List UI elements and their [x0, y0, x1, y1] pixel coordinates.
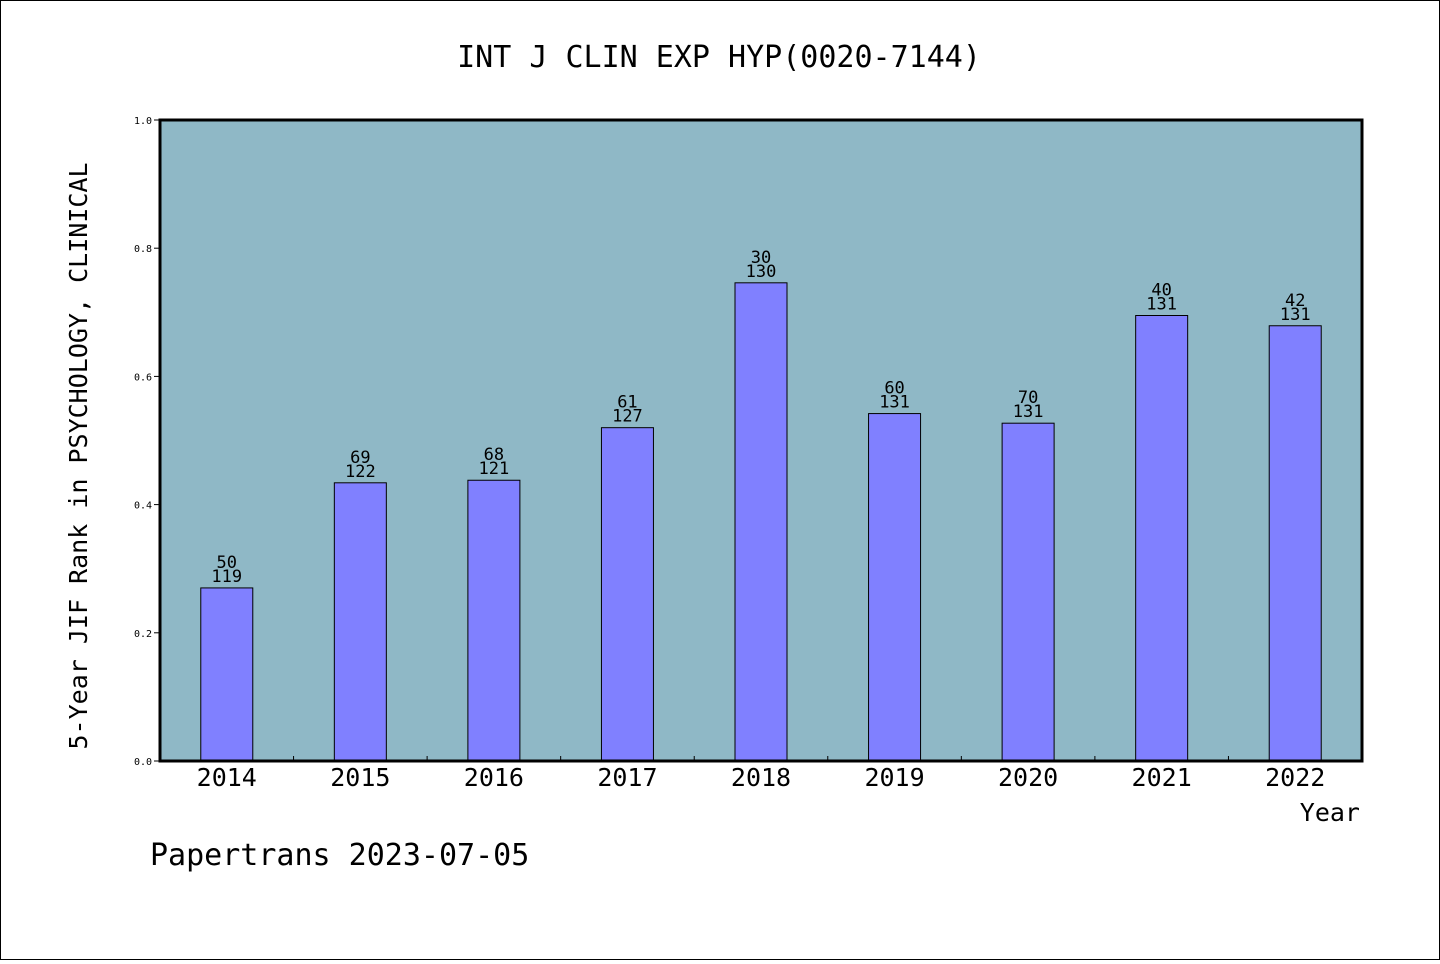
x-tick-label: 2021 — [1132, 763, 1192, 792]
x-tick-label: 2018 — [731, 763, 791, 792]
bar-rank-label: 40 — [1151, 281, 1171, 301]
y-tick-label: 0.4 — [134, 501, 152, 512]
bar-2017 — [600, 427, 654, 762]
y-tick-label: 0.6 — [134, 372, 152, 383]
bar-total-label: 121 — [479, 459, 510, 479]
x-tick-label: 2020 — [998, 763, 1058, 792]
bar-rank-label: 68 — [484, 445, 504, 465]
bar-rank-label: 50 — [217, 553, 237, 573]
bar-total-label: 119 — [211, 567, 242, 587]
plot-border — [158, 118, 1364, 763]
bar-total-label: 130 — [746, 262, 777, 282]
x-axis-label: Year — [1300, 798, 1360, 827]
bar-total-label: 131 — [1280, 305, 1311, 325]
bar-total-label: 127 — [612, 407, 643, 427]
bar-2020 — [1001, 422, 1055, 762]
bar-total-label: 131 — [879, 393, 910, 413]
y-tick-label: 1.0 — [134, 116, 152, 127]
bar-2016 — [467, 479, 521, 762]
bar-2019 — [868, 413, 922, 762]
bar-2015 — [333, 482, 387, 762]
y-tick-label: 0.2 — [134, 629, 152, 640]
bar-2018 — [734, 282, 788, 762]
bar-2014 — [200, 587, 254, 762]
bar-rank-label: 61 — [617, 393, 637, 413]
y-tick-label: 0.8 — [134, 244, 152, 255]
bar-rank-label: 70 — [1018, 388, 1038, 408]
bar-2021 — [1135, 315, 1189, 762]
footer-credit: Papertrans 2023-07-05 — [150, 838, 529, 873]
bar-rank-label: 42 — [1285, 291, 1305, 311]
bar-rank-label: 60 — [884, 379, 904, 399]
bar-total-label: 122 — [345, 462, 376, 482]
bar-total-label: 131 — [1013, 402, 1044, 422]
bar-rank-label: 30 — [751, 248, 771, 268]
y-axis-label: 5-Year JIF Rank in PSYCHOLOGY, CLINICAL — [64, 163, 93, 750]
y-tick-label: 0.0 — [134, 757, 152, 768]
bar-2022 — [1268, 325, 1322, 762]
x-tick-label: 2017 — [597, 763, 657, 792]
x-tick-label: 2022 — [1265, 763, 1325, 792]
bar-total-label: 131 — [1146, 295, 1177, 315]
x-tick-label: 2015 — [330, 763, 390, 792]
x-tick-label: 2019 — [864, 763, 924, 792]
x-tick-label: 2016 — [464, 763, 524, 792]
x-tick-label: 2014 — [197, 763, 257, 792]
chart-title: INT J CLIN EXP HYP(0020-7144) — [457, 40, 981, 75]
bar-rank-label: 69 — [350, 448, 370, 468]
